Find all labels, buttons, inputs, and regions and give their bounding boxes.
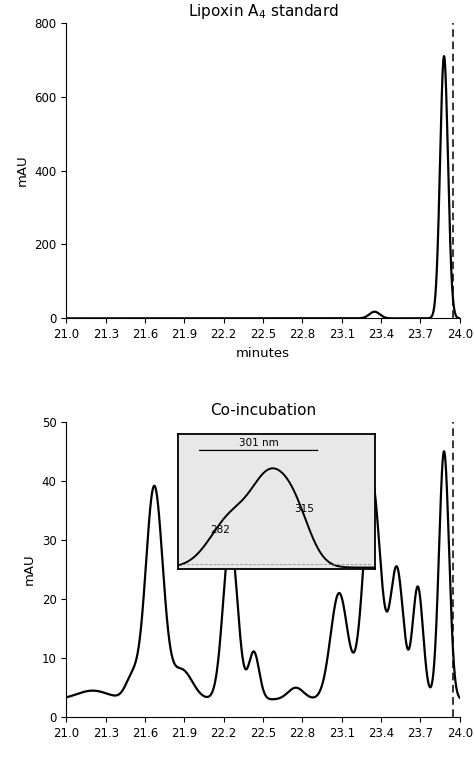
Title: Co-incubation: Co-incubation xyxy=(210,403,316,418)
Y-axis label: mAU: mAU xyxy=(23,554,36,585)
Y-axis label: mAU: mAU xyxy=(16,155,29,186)
X-axis label: minutes: minutes xyxy=(236,346,290,359)
Title: Lipoxin A$_4$ standard: Lipoxin A$_4$ standard xyxy=(188,2,338,21)
